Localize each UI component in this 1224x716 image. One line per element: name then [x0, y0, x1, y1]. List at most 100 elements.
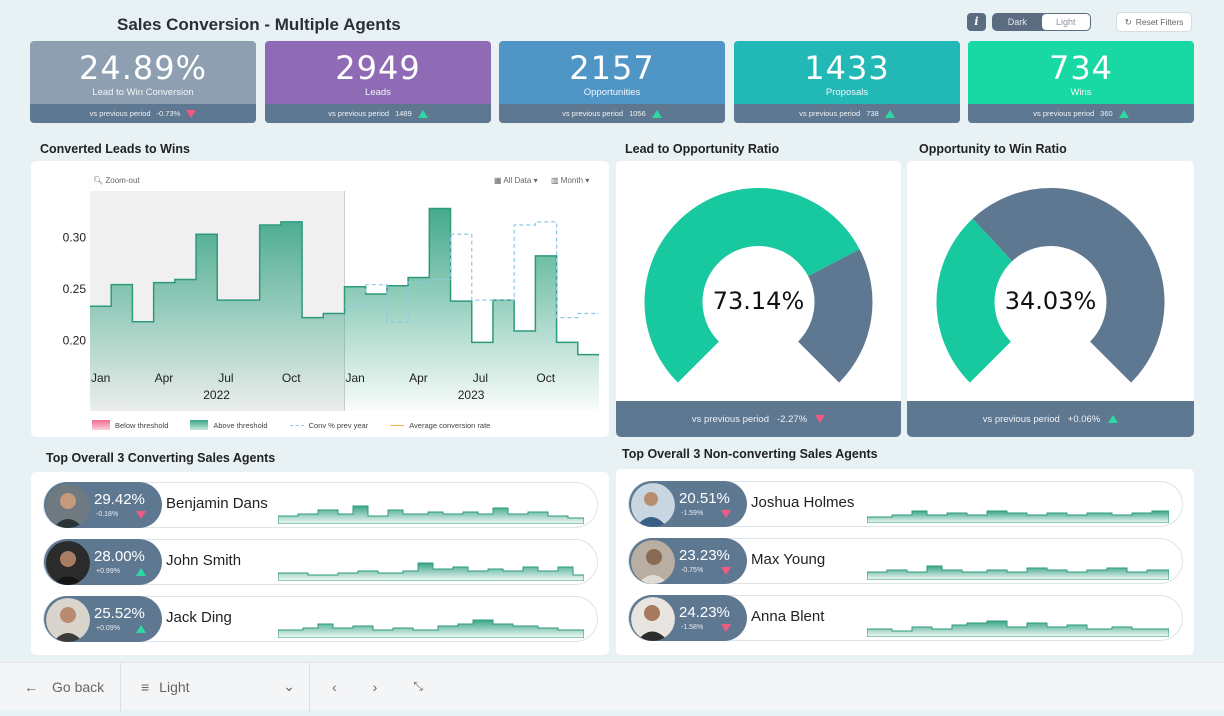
kpi-value: 734 [1048, 49, 1114, 87]
menu-icon: ≡ [141, 678, 150, 695]
x-tick-label: Jan [91, 371, 110, 385]
lead-opp-value: 73.14% [712, 287, 805, 315]
kpi-label: Proposals [825, 87, 869, 98]
divider [309, 662, 310, 711]
kpi-vs-label: vs previous period [1033, 109, 1095, 118]
agent-name: Jack Ding [166, 609, 232, 626]
search-icon: 🔍︎ [93, 176, 104, 185]
opp-win-gauge [936, 188, 1165, 383]
collapse-icon[interactable]: ⤡ [413, 679, 423, 693]
trend-up-icon [136, 625, 146, 633]
gauge-fill [644, 187, 860, 383]
agent-sparkline [278, 619, 584, 638]
agent-row[interactable]: 20.51% -1.59% Joshua Holmes [628, 481, 1183, 527]
kpi-delta: 1489 [395, 109, 412, 118]
x-tick-label: Oct [536, 371, 555, 385]
agent-delta: -0.75% [681, 567, 704, 574]
period-label: Month [560, 176, 584, 185]
delta-value: +0.06% [1067, 413, 1101, 425]
y-tick-label: 0.20 [63, 333, 87, 347]
legend-item-prev-year[interactable]: Conv % prev year [289, 421, 368, 430]
kpi-vs-label: vs previous period [89, 109, 151, 118]
gauge-fill [936, 218, 1013, 383]
legend-item-average[interactable]: Average conversion rate [390, 421, 490, 430]
bottom-bar: ← Go back ≡ Light ⌄ ‹ › ⤡ [0, 662, 1224, 711]
theme-dark-option[interactable]: Dark [1007, 17, 1027, 27]
vs-label: vs previous period [691, 413, 769, 425]
kpi-label: Wins [1070, 87, 1092, 98]
agent-pct: 23.23% [679, 547, 730, 564]
kpi-value: 2949 [335, 49, 421, 87]
x-tick-label: Jan [346, 371, 365, 385]
top-converting-title: Top Overall 3 Converting Sales Agents [46, 451, 276, 465]
theme-select[interactable]: ≡ Light ⌄ [121, 663, 309, 710]
avatar [46, 598, 90, 642]
opp-win-value: 34.03% [1004, 287, 1097, 315]
agent-pct: 20.51% [679, 490, 730, 507]
kpi-footer: vs previous period 738 [734, 104, 960, 123]
kpi-card-leads[interactable]: 2949 Leads vs previous period 1489 [265, 41, 491, 123]
agent-sparkline [867, 620, 1169, 637]
legend-label: Above threshold [213, 420, 268, 430]
kpi-label: Lead to Win Conversion [92, 87, 194, 98]
kpi-vs-label: vs previous period [328, 109, 390, 118]
chevron-right-icon[interactable]: › [372, 678, 378, 695]
theme-light-option[interactable]: Light [1041, 14, 1090, 30]
agent-row[interactable]: 25.52% +0.09% Jack Ding [43, 596, 598, 642]
agent-delta: -0.18% [96, 511, 119, 518]
kpi-card-opportunities[interactable]: 2157 Opportunities vs previous period 10… [499, 41, 725, 123]
legend-item-below[interactable]: Below threshold [92, 420, 168, 430]
agent-row[interactable]: 23.23% -0.75% Max Young [628, 538, 1183, 584]
agent-row[interactable]: 28.00% +0.99% John Smith [43, 539, 598, 585]
range-dropdown[interactable]: ▦ All Data ▾ [494, 176, 538, 185]
converted-chart[interactable]: 0.20 0.25 0.30 Jan Apr Jul Oct Jan Apr Jul Oct 2022… [31, 161, 609, 437]
gauge-remainder [972, 188, 1165, 383]
trend-down-icon [721, 510, 731, 518]
legend-swatch [289, 424, 304, 426]
kpi-card-conversion[interactable]: 24.89% Lead to Win Conversion vs previou… [30, 41, 256, 123]
kpi-label: Opportunities [583, 87, 641, 98]
year-label: 2023 [458, 388, 485, 402]
avatar [631, 483, 675, 527]
kpi-delta: -0.73% [156, 109, 181, 118]
kpi-card-proposals[interactable]: 1433 Proposals vs previous period 738 [734, 41, 960, 123]
kpi-vs-label: vs previous period [799, 109, 861, 118]
y-tick-label: 0.25 [63, 282, 87, 296]
avatar [46, 541, 90, 585]
top-nonconverting-title: Top Overall 3 Non-converting Sales Agent… [622, 447, 878, 461]
trend-up-icon [884, 109, 895, 118]
kpi-label: Leads [365, 87, 391, 98]
trend-down-icon [721, 567, 731, 575]
kpi-card-wins[interactable]: 734 Wins vs previous period 360 [968, 41, 1194, 123]
legend-label: Below threshold [115, 420, 169, 430]
agent-row[interactable]: 24.23% -1.58% Anna Blent [628, 595, 1183, 641]
agent-delta: +0.09% [96, 625, 120, 632]
agent-sparkline [867, 510, 1169, 523]
kpi-value: 2157 [569, 49, 655, 87]
go-back-button[interactable]: ← Go back [0, 663, 120, 710]
period-dropdown[interactable]: ▥ Month ▾ [551, 176, 589, 185]
chevron-down-icon: ⌄ [283, 678, 295, 694]
info-button[interactable]: i [967, 13, 986, 31]
reset-filters-button[interactable]: ↻ Reset Filters [1116, 12, 1192, 32]
converted-chart-title: Converted Leads to Wins [40, 142, 190, 156]
agent-delta: -1.58% [681, 624, 704, 631]
x-tick-label: Oct [282, 371, 301, 385]
theme-toggle[interactable]: Dark Light [992, 13, 1091, 31]
theme-select-value: Light [159, 678, 190, 695]
legend-item-above[interactable]: Above threshold [190, 420, 268, 430]
trend-up-icon [136, 568, 146, 576]
chevron-left-icon[interactable]: ‹ [332, 678, 337, 695]
agent-pct: 28.00% [94, 548, 145, 565]
agent-delta: -1.59% [681, 510, 704, 517]
trend-down-icon [721, 624, 731, 632]
legend-swatch [390, 424, 405, 426]
agent-name: Benjamin Dans [166, 495, 268, 512]
zoom-out-button[interactable]: 🔍︎ Zoom-out [93, 176, 140, 185]
agent-row[interactable]: 29.42% -0.18% Benjamin Dans [43, 482, 598, 528]
x-tick-label: Apr [155, 371, 174, 385]
lead-opp-gauge [644, 187, 873, 383]
kpi-footer: vs previous period 360 [968, 104, 1194, 123]
trend-up-icon [417, 109, 428, 118]
delta-value: -2.27% [777, 413, 808, 425]
